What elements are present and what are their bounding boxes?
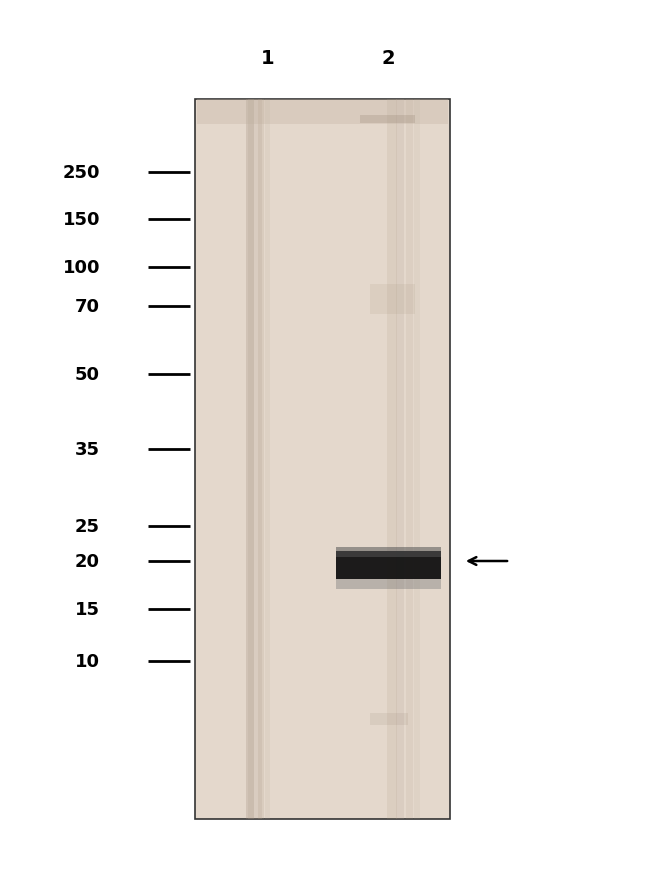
Text: 20: 20 — [75, 553, 100, 570]
Bar — [197, 100, 448, 125]
Text: 250: 250 — [62, 164, 100, 182]
Text: 50: 50 — [75, 366, 100, 383]
Bar — [335, 580, 441, 589]
Bar — [414, 100, 420, 819]
Bar — [387, 100, 397, 819]
Bar — [335, 551, 441, 580]
Bar — [246, 100, 254, 819]
Text: 10: 10 — [75, 653, 100, 670]
Bar — [370, 285, 415, 315]
Bar — [265, 100, 270, 819]
Text: 100: 100 — [62, 259, 100, 276]
Text: 15: 15 — [75, 600, 100, 618]
Text: 2: 2 — [381, 49, 395, 68]
Bar — [396, 100, 404, 819]
Bar — [406, 100, 413, 819]
Text: 25: 25 — [75, 517, 100, 535]
Bar — [370, 713, 408, 725]
Text: 35: 35 — [75, 441, 100, 459]
Bar — [195, 100, 450, 819]
Bar — [335, 547, 441, 557]
Text: 1: 1 — [261, 49, 275, 68]
Text: 150: 150 — [62, 211, 100, 229]
Bar — [360, 116, 415, 124]
Bar — [258, 100, 264, 819]
Bar — [248, 100, 262, 819]
Text: 70: 70 — [75, 298, 100, 315]
